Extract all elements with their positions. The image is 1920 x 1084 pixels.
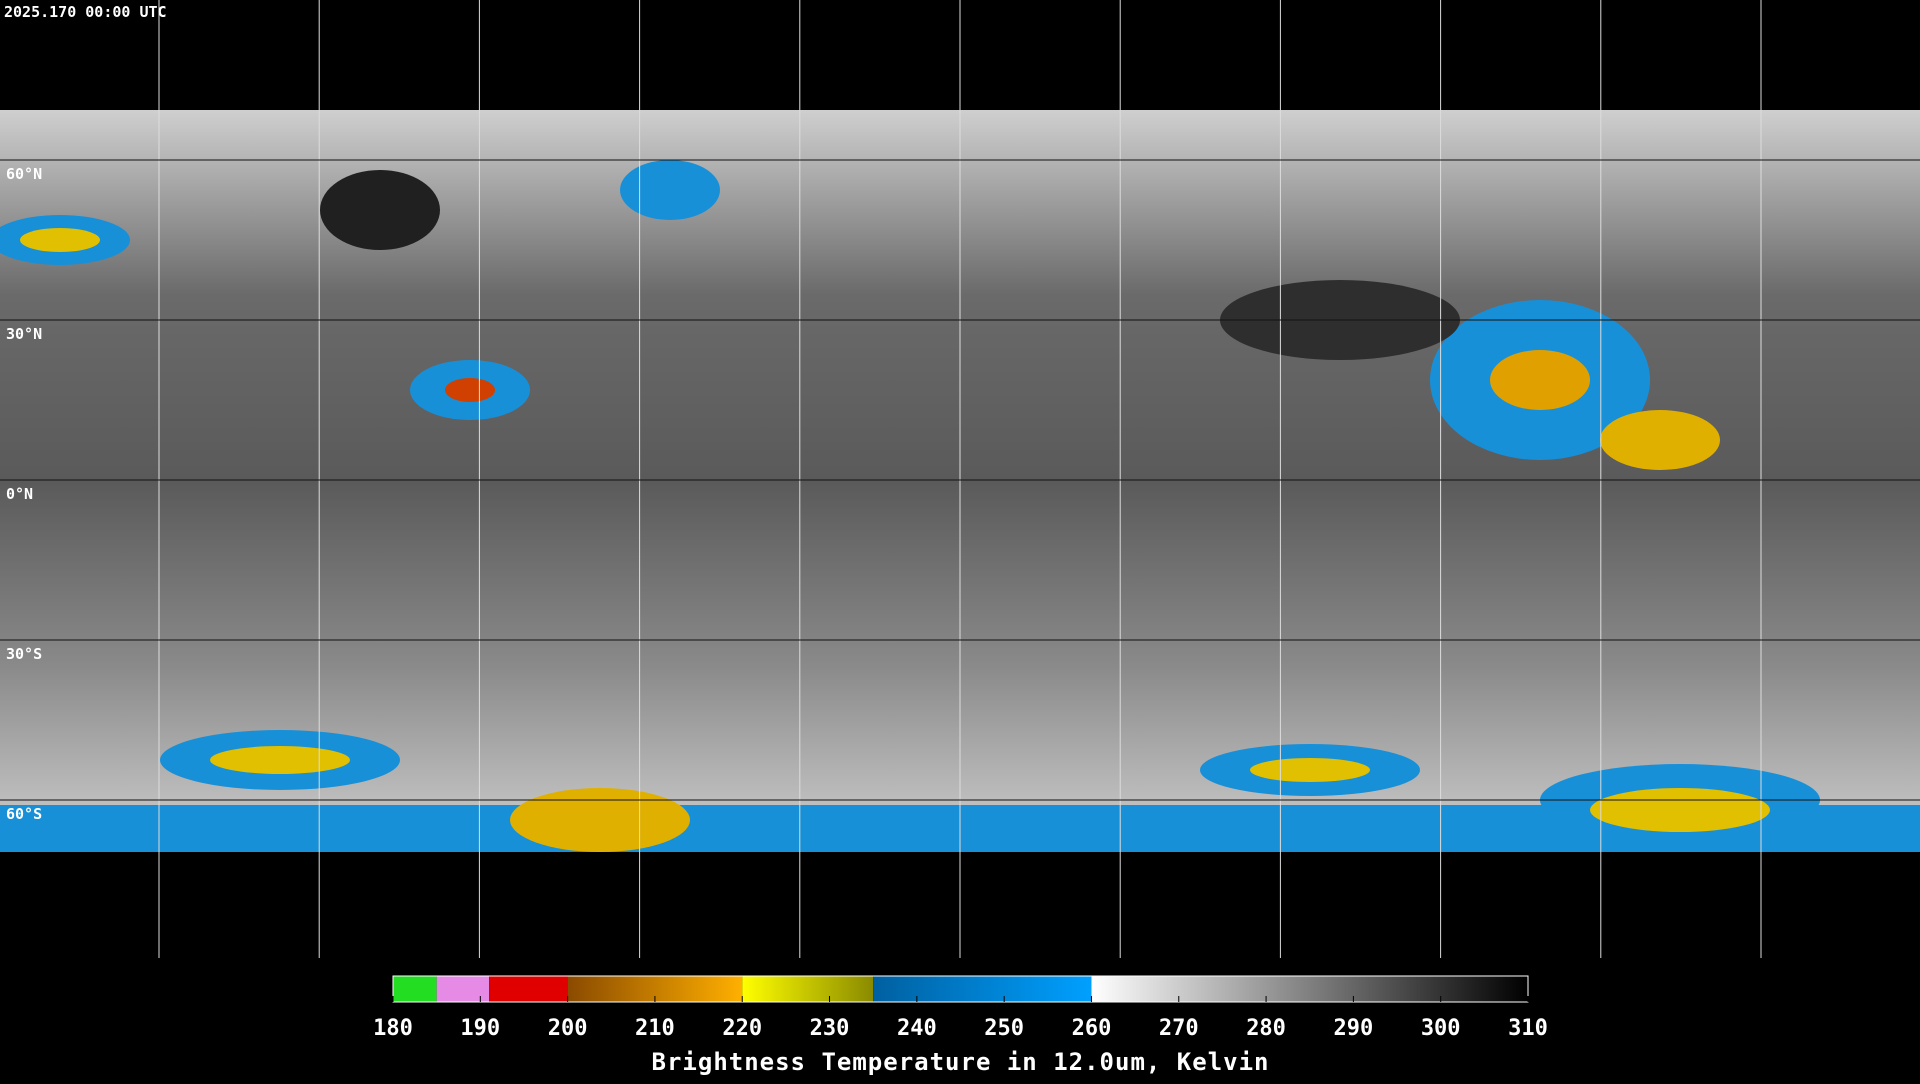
colorbar-title: Brightness Temperature in 12.0um, Kelvin xyxy=(652,1048,1270,1076)
colorbar: 180 190 200 210 220 230 240 250 260 270 280 290 300 3… xyxy=(373,975,1548,1076)
lat-label: 30°N xyxy=(6,325,42,343)
colorbar-tick-label: 180 xyxy=(373,1016,413,1041)
colorbar-tick-label: 240 xyxy=(897,1016,937,1041)
colorbar-tick-label: 270 xyxy=(1159,1016,1199,1041)
cloud xyxy=(1490,350,1590,410)
lat-label: 60°S xyxy=(6,805,42,823)
colorbar-segment xyxy=(1091,976,1528,1002)
cloud xyxy=(1250,758,1370,782)
colorbar-segment xyxy=(436,976,490,1002)
cloud xyxy=(510,788,690,852)
colorbar-tick-label: 200 xyxy=(548,1016,588,1041)
cloud xyxy=(620,160,720,220)
colorbar-tick-label: 250 xyxy=(984,1016,1024,1041)
colorbar-tick-label: 230 xyxy=(810,1016,850,1041)
colorbar-frame xyxy=(392,975,1529,1003)
colorbar-segment xyxy=(742,976,874,1002)
timestamp: 2025.170 00:00 UTC xyxy=(4,3,167,21)
lat-label: 30°S xyxy=(6,645,42,663)
colorbar-tick-label: 190 xyxy=(460,1016,500,1041)
cloud xyxy=(445,378,495,402)
colorbar-tick-label: 290 xyxy=(1334,1016,1374,1041)
cloud xyxy=(210,746,350,774)
colorbar-segment xyxy=(489,976,568,1002)
colorbar-segment xyxy=(393,976,437,1002)
colorbar-tick-label: 220 xyxy=(722,1016,762,1041)
colorbar-tick-label: 310 xyxy=(1508,1016,1548,1041)
colorbar-segment xyxy=(873,976,1092,1002)
cloud xyxy=(1590,788,1770,832)
colorbar-tick-label: 280 xyxy=(1246,1016,1286,1041)
clear-sky xyxy=(320,170,440,250)
lat-label: 0°N xyxy=(6,485,33,503)
cloud xyxy=(1600,410,1720,470)
graticule: 60°N 30°N 0°N 30°S 60°S xyxy=(0,0,1920,958)
colorbar-tick-label: 300 xyxy=(1421,1016,1461,1041)
cloud xyxy=(20,228,100,252)
colorbar-tick-label: 210 xyxy=(635,1016,675,1041)
colorbar-tick-label: 260 xyxy=(1072,1016,1112,1041)
lat-label: 60°N xyxy=(6,165,42,183)
